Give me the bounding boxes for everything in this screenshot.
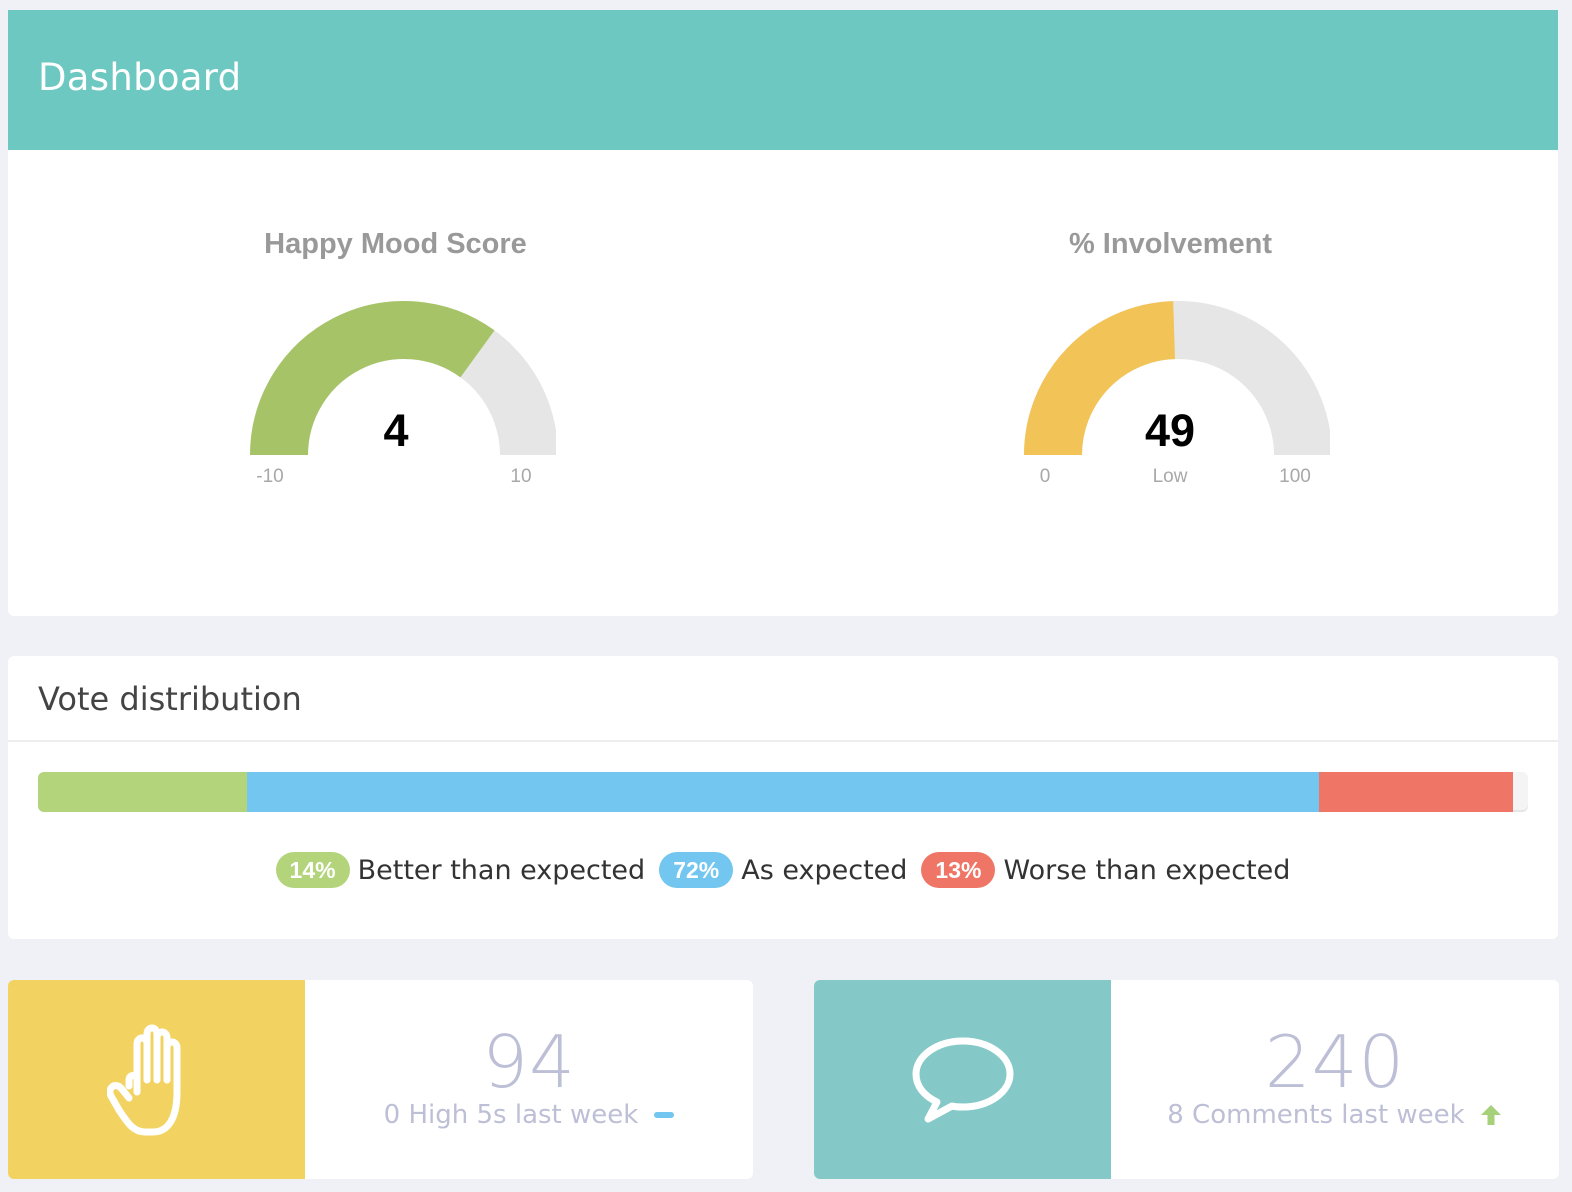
vote-distribution-title: Vote distribution xyxy=(38,680,302,718)
high-fives-card[interactable]: 94 0 High 5s last week xyxy=(8,980,753,1179)
speech-bubble-icon xyxy=(912,1037,1013,1122)
vote-legend: 14% Better than expected 72% As expected… xyxy=(8,852,1558,888)
involvement-gauge: % Involvement 49 0 Low 100 xyxy=(783,150,1558,616)
legend-item-as-expected: 72% As expected xyxy=(659,852,907,888)
percent-badge: 14% xyxy=(275,852,350,888)
gauges-panel: Happy Mood Score 4 -10 10 % Involvement … xyxy=(8,150,1558,616)
vote-distribution-panel: Vote distribution 14% Better than expect… xyxy=(8,656,1558,939)
dashboard-header: Dashboard xyxy=(8,10,1558,150)
legend-item-better: 14% Better than expected xyxy=(275,852,646,888)
happy-mood-gauge: Happy Mood Score 4 -10 10 xyxy=(8,150,783,616)
percent-badge: 72% xyxy=(659,852,734,888)
comments-count: 240 xyxy=(1264,1020,1406,1104)
vote-segment-better xyxy=(38,772,247,812)
gauge-title: % Involvement xyxy=(1068,228,1273,260)
vote-distribution-bar xyxy=(38,772,1528,812)
gauge-value: 4 xyxy=(383,405,409,456)
legend-label: Worse than expected xyxy=(1003,854,1291,886)
divider xyxy=(8,740,1558,742)
speech-bubble-icon-box xyxy=(814,980,1111,1179)
vote-segment-worse xyxy=(1319,772,1514,812)
high-fives-count: 94 xyxy=(482,1020,576,1104)
hand-icon xyxy=(106,1024,180,1135)
comments-caption-row: 8 Comments last week xyxy=(1111,1100,1559,1130)
gauge-title: Happy Mood Score xyxy=(264,228,527,260)
trend-up-icon xyxy=(1480,1105,1501,1125)
vote-segment-as-expected xyxy=(246,772,1320,812)
gauge-status-label: Low xyxy=(1152,466,1188,487)
gauge-value: 49 xyxy=(1144,405,1196,456)
gauge-fill xyxy=(250,301,495,456)
page-title: Dashboard xyxy=(38,56,242,99)
legend-label: As expected xyxy=(741,854,908,886)
gauge-min-label: -10 xyxy=(256,466,284,487)
percent-badge: 13% xyxy=(921,852,996,888)
comments-card[interactable]: 240 8 Comments last week xyxy=(814,980,1559,1179)
legend-item-worse: 13% Worse than expected xyxy=(921,852,1290,888)
gauge-min-label: 0 xyxy=(1039,466,1051,487)
trend-flat-icon xyxy=(654,1112,675,1118)
gauge-arc xyxy=(250,301,556,456)
high-fives-caption: 0 High 5s last week xyxy=(383,1100,639,1130)
gauge-fill xyxy=(1024,301,1176,456)
gauge-max-label: 10 xyxy=(510,466,532,487)
comments-caption: 8 Comments last week xyxy=(1167,1100,1465,1130)
gauge-max-label: 100 xyxy=(1279,466,1311,487)
gauge-arc xyxy=(1024,301,1330,456)
high-fives-caption-row: 0 High 5s last week xyxy=(305,1100,753,1130)
hand-icon-box xyxy=(8,980,305,1179)
legend-label: Better than expected xyxy=(357,854,646,886)
